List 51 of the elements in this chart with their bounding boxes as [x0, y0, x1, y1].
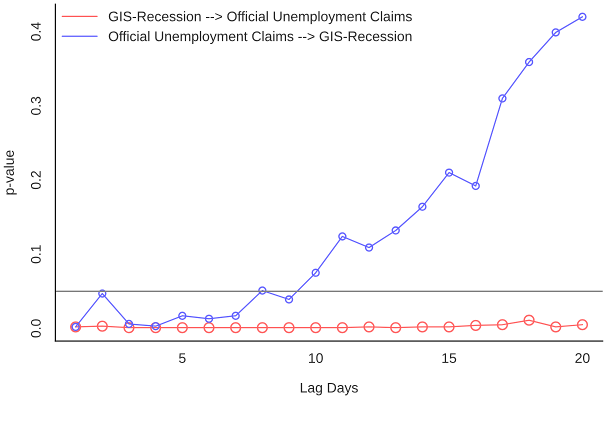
point [498, 94, 507, 103]
point [312, 268, 320, 277]
point [123, 322, 135, 334]
point [203, 322, 215, 334]
point [470, 320, 482, 331]
point [472, 182, 480, 190]
point [392, 226, 400, 235]
point [418, 202, 427, 211]
point [524, 58, 534, 66]
point [576, 319, 588, 330]
x-tick-label: 5 [179, 353, 186, 364]
point [178, 312, 186, 320]
point [176, 322, 188, 334]
point [550, 321, 562, 332]
point [338, 232, 347, 241]
point [578, 12, 587, 21]
x-tick-label: 15 [442, 353, 456, 364]
point [444, 168, 454, 177]
x-tick-label: 10 [309, 353, 323, 364]
point [258, 286, 267, 295]
y-axis-title: p-value [4, 150, 17, 194]
point [363, 321, 375, 332]
point [283, 322, 295, 334]
point [444, 321, 455, 332]
x-tick-label: 20 [575, 353, 590, 364]
point [364, 243, 374, 252]
y-tick-label: 0.2 [30, 171, 41, 190]
point [150, 322, 162, 334]
y-tick-label: 0.4 [30, 22, 41, 41]
point [96, 320, 108, 332]
legend-label: GIS-Recession --> Official Unemployment Claims [108, 11, 412, 24]
point [552, 28, 560, 37]
point [390, 322, 402, 334]
point [310, 322, 322, 334]
point [124, 320, 134, 328]
point [524, 314, 535, 326]
point [151, 322, 160, 330]
y-tick-label: 0.0 [30, 319, 41, 338]
point [416, 321, 428, 332]
point [284, 295, 294, 304]
y-tick-label: 0.3 [30, 96, 41, 115]
point [230, 322, 242, 334]
point [232, 312, 240, 320]
point [204, 314, 214, 323]
point [98, 289, 106, 298]
x-axis-title: Lag Days [300, 382, 358, 396]
y-tick-label: 0.1 [30, 245, 41, 264]
point [496, 319, 508, 330]
point [336, 322, 348, 334]
point [256, 322, 268, 334]
legend-label: Official Unemployment Claims --> GIS-Recession [108, 31, 412, 44]
